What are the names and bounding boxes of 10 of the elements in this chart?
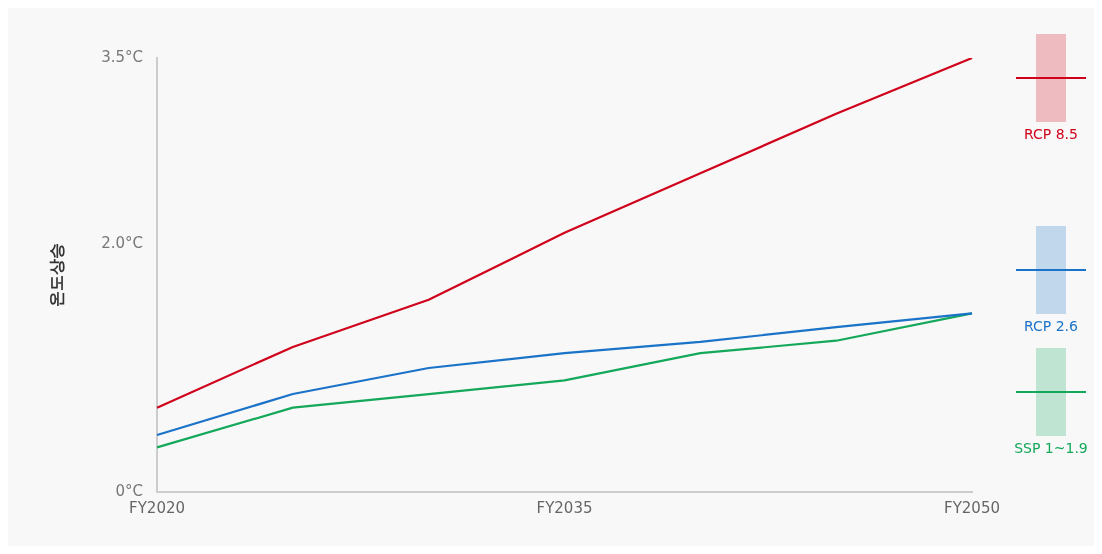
text: RCP 8.5: [1023, 126, 1079, 142]
y-axis-title: 온도상승: [46, 243, 66, 307]
x-tick-label: FY2050: [944, 498, 1000, 517]
text: RCP 2.6: [1023, 318, 1079, 334]
x-tick-label: FY2035: [536, 498, 593, 517]
y-tick-label: 3.5°C: [101, 47, 144, 66]
text: SSP 1~1.9: [1013, 440, 1089, 456]
x-tick-label: FY2020: [129, 498, 186, 517]
y-tick-label: 2.0°C: [101, 233, 144, 252]
y-tick-label: 0°C: [115, 481, 144, 500]
